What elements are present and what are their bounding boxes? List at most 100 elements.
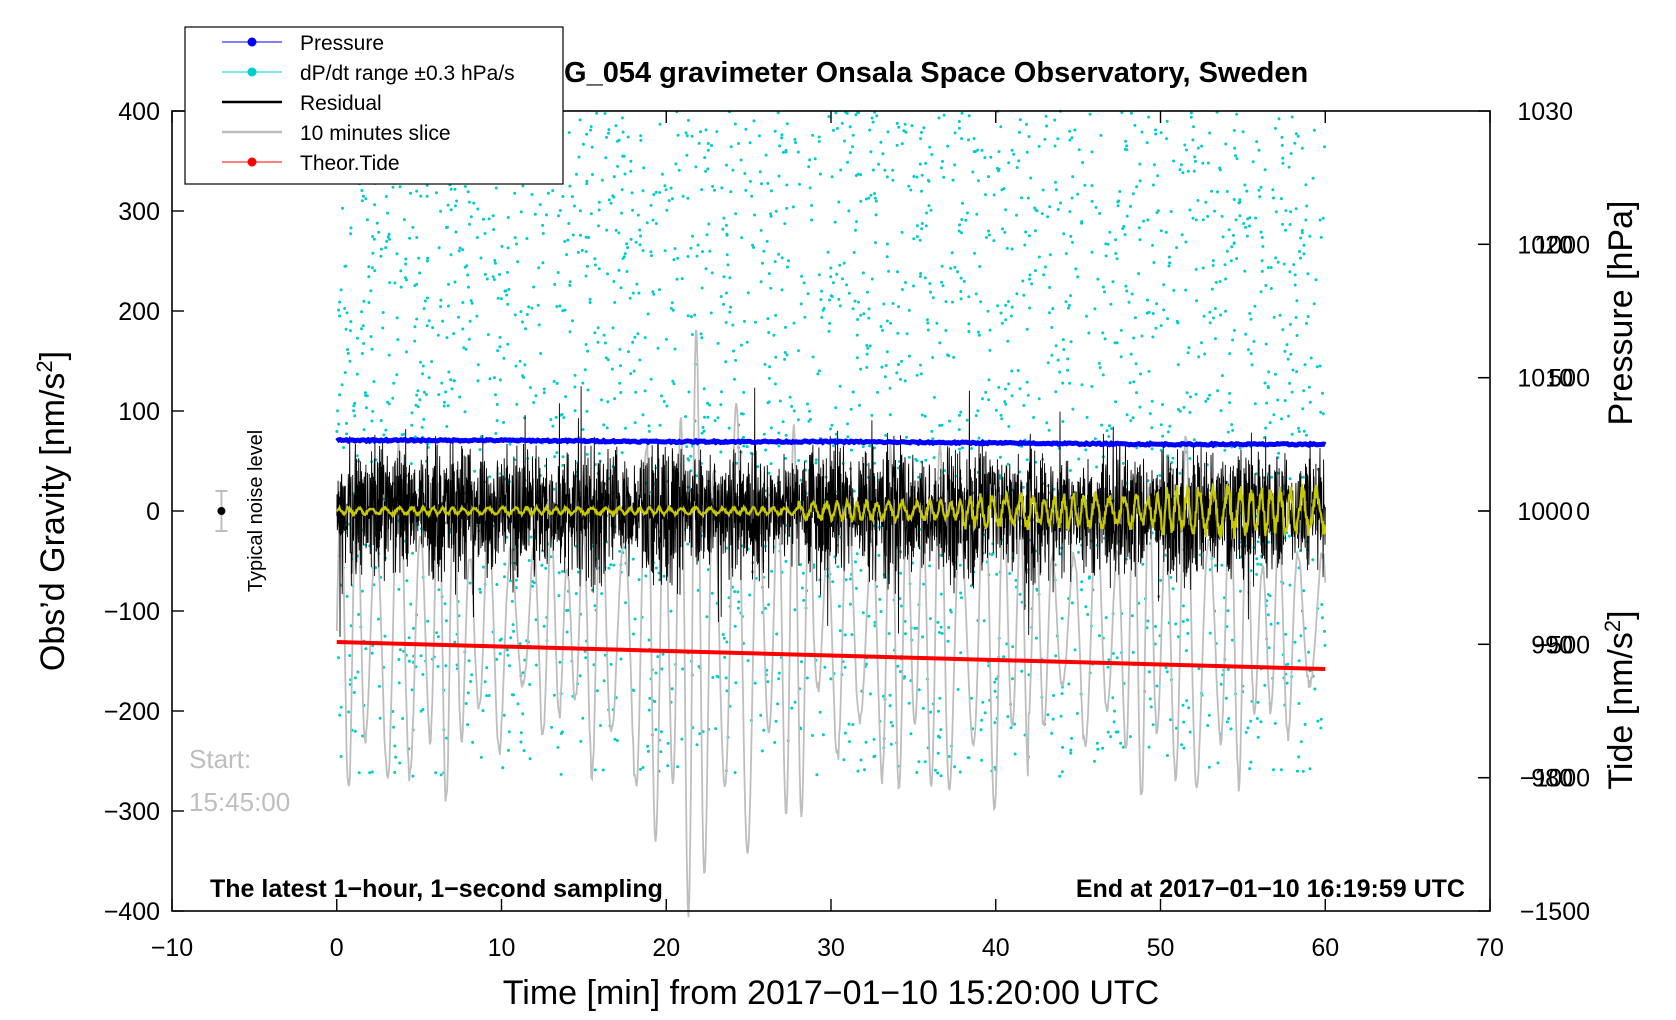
- dpdt-point: [1045, 421, 1049, 425]
- dpdt-point: [1224, 309, 1227, 313]
- dpdt-point: [891, 724, 895, 728]
- dpdt-point: [912, 175, 916, 178]
- dpdt-point: [888, 386, 892, 390]
- dpdt-point: [905, 332, 909, 336]
- dpdt-point: [889, 742, 893, 746]
- dpdt-point: [928, 564, 932, 568]
- dpdt-point: [740, 412, 743, 416]
- dpdt-point: [959, 591, 963, 595]
- dpdt-point: [774, 355, 778, 359]
- dpdt-point: [403, 276, 407, 280]
- dpdt-point: [415, 236, 419, 239]
- dpdt-point: [993, 689, 997, 693]
- dpdt-point: [1260, 236, 1264, 239]
- dpdt-point: [636, 213, 640, 217]
- dpdt-point: [1058, 774, 1062, 778]
- dpdt-point: [564, 395, 568, 399]
- dpdt-point: [1319, 410, 1323, 414]
- dpdt-point: [1224, 277, 1228, 281]
- dpdt-point: [527, 559, 531, 562]
- dpdt-point: [619, 657, 623, 661]
- dpdt-point: [773, 260, 777, 264]
- dpdt-point: [1299, 236, 1303, 240]
- dpdt-point: [469, 680, 473, 683]
- dpdt-point: [871, 168, 875, 172]
- dpdt-point: [398, 761, 402, 765]
- dpdt-point: [913, 626, 917, 630]
- dpdt-point: [742, 444, 746, 448]
- dpdt-point: [1294, 316, 1298, 319]
- dpdt-point: [1229, 259, 1233, 263]
- dpdt-point: [663, 184, 667, 188]
- dpdt-point: [581, 381, 585, 385]
- dpdt-point: [493, 261, 497, 265]
- dpdt-point: [607, 131, 610, 135]
- dpdt-point: [1113, 709, 1116, 713]
- dpdt-point: [953, 131, 957, 135]
- dpdt-point: [725, 163, 728, 167]
- dpdt-point: [776, 702, 780, 706]
- dpdt-point: [444, 619, 448, 623]
- legend-box: [184, 26, 564, 185]
- dpdt-point: [829, 677, 833, 681]
- dpdt-point: [920, 189, 923, 193]
- dpdt-point: [1283, 349, 1287, 353]
- dpdt-point: [774, 313, 778, 317]
- dpdt-point: [1226, 668, 1230, 671]
- dpdt-point: [1189, 111, 1193, 115]
- dpdt-point: [826, 250, 830, 254]
- dpdt-point: [367, 301, 371, 304]
- dpdt-point: [1149, 705, 1153, 709]
- dpdt-point: [1267, 540, 1271, 544]
- dpdt-point: [605, 426, 609, 430]
- dpdt-point: [1216, 389, 1220, 393]
- dpdt-point: [1194, 392, 1198, 396]
- dpdt-point: [461, 327, 465, 331]
- dpdt-point: [629, 159, 633, 163]
- dpdt-point: [799, 302, 803, 306]
- dpdt-point: [1226, 430, 1230, 434]
- dpdt-point: [356, 670, 360, 674]
- dpdt-point: [817, 273, 821, 277]
- dpdt-point: [1312, 128, 1316, 132]
- dpdt-point: [559, 732, 563, 735]
- dpdt-point: [1314, 278, 1318, 282]
- dpdt-point: [483, 680, 487, 684]
- dpdt-point: [701, 250, 704, 254]
- dpdt-point: [453, 280, 457, 284]
- dpdt-point: [1088, 112, 1092, 116]
- dpdt-point: [1288, 322, 1292, 326]
- dpdt-point: [956, 688, 960, 691]
- dpdt-point: [1196, 146, 1200, 150]
- dpdt-point: [920, 130, 923, 134]
- dpdt-point: [656, 346, 660, 350]
- dpdt-point: [525, 237, 529, 240]
- dpdt-point: [492, 376, 496, 380]
- dpdt-point: [1112, 720, 1116, 724]
- dpdt-point: [642, 166, 646, 170]
- dpdt-point: [710, 271, 714, 275]
- dpdt-point: [495, 657, 499, 661]
- dpdt-point: [1155, 302, 1159, 306]
- dpdt-point: [976, 330, 980, 334]
- dpdt-point: [1196, 199, 1200, 202]
- dpdt-point: [395, 316, 399, 320]
- dpdt-point: [479, 590, 482, 594]
- dpdt-point: [1104, 242, 1108, 246]
- dpdt-point: [987, 175, 990, 179]
- dpdt-point: [336, 409, 340, 413]
- legend: Pressure dP/dt range ±0.3 hPa/s Residual…: [184, 26, 564, 185]
- dpdt-point: [1266, 385, 1270, 388]
- dpdt-point: [634, 390, 638, 394]
- dpdt-point: [785, 265, 789, 269]
- dpdt-point: [439, 305, 443, 309]
- dpdt-point: [823, 665, 827, 669]
- dpdt-point: [633, 335, 637, 339]
- dpdt-point: [828, 298, 831, 302]
- dpdt-point: [1256, 735, 1260, 739]
- dpdt-point: [910, 124, 914, 128]
- dpdt-point: [1142, 219, 1146, 223]
- dpdt-point: [576, 250, 580, 254]
- dpdt-point: [565, 609, 569, 612]
- dpdt-point: [1151, 335, 1155, 339]
